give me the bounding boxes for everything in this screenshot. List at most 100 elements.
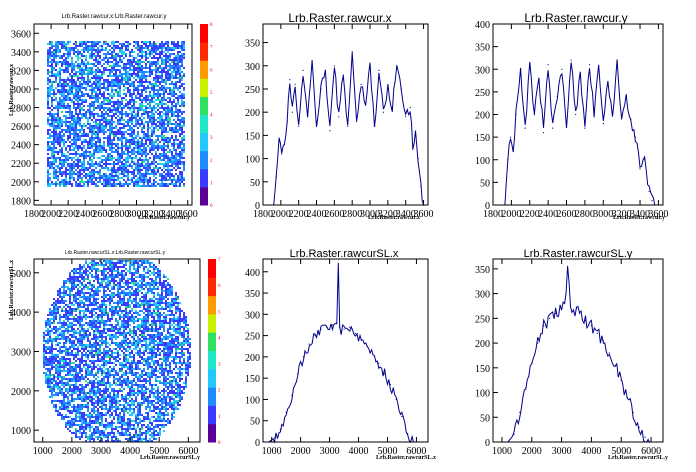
heatmap-cell: [59, 81, 61, 83]
heatmap-cell: [43, 336, 45, 338]
heatmap-cell: [65, 340, 67, 342]
heatmap-cell: [79, 366, 81, 368]
heatmap-cell: [55, 169, 57, 171]
heatmap-cell: [119, 133, 121, 135]
heatmap-cell: [57, 51, 59, 53]
heatmap-cell: [69, 368, 71, 370]
y-tick-label: 1800: [11, 196, 31, 207]
heatmap-cell: [55, 330, 57, 332]
heatmap-cell: [97, 119, 99, 121]
heatmap-cell: [93, 290, 95, 292]
heatmap-cell: [89, 95, 91, 97]
heatmap-cell: [67, 183, 69, 185]
heatmap-cell: [97, 141, 99, 143]
heatmap-cell: [91, 69, 93, 71]
heatmap-cell: [175, 77, 177, 79]
heatmap-cell: [79, 362, 81, 364]
heatmap-cell: [61, 149, 63, 151]
heatmap-cell: [91, 310, 93, 312]
heatmap-cell: [113, 179, 115, 181]
heatmap-cell: [79, 390, 81, 392]
heatmap-cell: [91, 173, 93, 175]
heatmap-cell: [139, 67, 141, 69]
heatmap-cell: [73, 167, 75, 169]
heatmap-cell: [177, 81, 179, 83]
heatmap-cell: [89, 296, 91, 298]
heatmap-cell: [49, 360, 51, 362]
heatmap-cell: [91, 308, 93, 310]
heatmap-cell: [73, 105, 75, 107]
heatmap-cell: [169, 49, 171, 51]
heatmap-cell: [67, 91, 69, 93]
heatmap-cell: [91, 316, 93, 318]
heatmap-cell: [65, 175, 67, 177]
heatmap-cell: [79, 378, 81, 380]
heatmap-cell: [47, 141, 49, 143]
heatmap-cell: [69, 125, 71, 127]
heatmap-cell: [63, 386, 65, 388]
heatmap-cell: [169, 173, 171, 175]
heatmap-cell: [85, 440, 87, 442]
heatmap-cell: [105, 125, 107, 127]
heatmap-cell: [73, 346, 75, 348]
heatmap-cell: [49, 332, 51, 334]
heatmap-cell: [71, 318, 73, 320]
heatmap-cell: [89, 298, 91, 300]
heatmap-cell: [149, 151, 151, 153]
heatmap-cell: [97, 99, 99, 101]
heatmap-cell: [175, 135, 177, 137]
heatmap-cell: [159, 111, 161, 113]
heatmap-cell: [77, 386, 79, 388]
heatmap-cell: [53, 59, 55, 61]
heatmap-cell: [63, 81, 65, 83]
y-tick-label: 50: [480, 178, 490, 189]
heatmap-cell: [117, 167, 119, 169]
heatmap-cell: [51, 141, 53, 143]
heatmap-cell: [137, 111, 139, 113]
heatmap-cell: [67, 105, 69, 107]
heatmap-cell: [129, 59, 131, 61]
heatmap-cell: [179, 141, 181, 143]
heatmap-cell: [141, 139, 143, 141]
heatmap-cell: [55, 73, 57, 75]
heatmap-cell: [103, 149, 105, 151]
heatmap-cell: [77, 49, 79, 51]
heatmap-cell: [183, 143, 185, 145]
heatmap-cell: [155, 83, 157, 85]
heatmap-cell: [165, 67, 167, 69]
heatmap-cell: [177, 61, 179, 63]
heatmap-cell: [173, 101, 175, 103]
heatmap-cell: [77, 79, 79, 81]
heatmap-cell: [155, 63, 157, 65]
heatmap-cell: [107, 57, 109, 59]
heatmap-cell: [125, 161, 127, 163]
heatmap-cell: [83, 366, 85, 368]
heatmap-cell: [101, 125, 103, 127]
heatmap-cell: [153, 179, 155, 181]
heatmap-cell: [77, 123, 79, 125]
heatmap-cell: [163, 157, 165, 159]
heatmap-cell: [85, 125, 87, 127]
heatmap-cell: [121, 167, 123, 169]
heatmap-cell: [97, 185, 99, 187]
data-point: [294, 83, 296, 85]
heatmap-cell: [81, 169, 83, 171]
heatmap-cell: [183, 157, 185, 159]
heatmap-cell: [63, 63, 65, 65]
heatmap-cell: [59, 71, 61, 73]
y-tick-label: 100: [245, 155, 260, 166]
heatmap-cell: [55, 147, 57, 149]
heatmap-cell: [51, 105, 53, 107]
heatmap-cell: [161, 99, 163, 101]
heatmap-cell: [81, 49, 83, 51]
heatmap-cell: [175, 169, 177, 171]
heatmap-cell: [59, 133, 61, 135]
heatmap-cell: [129, 65, 131, 67]
heatmap-cell: [161, 179, 163, 181]
heatmap-cell: [153, 77, 155, 79]
heatmap-cell: [71, 127, 73, 129]
heatmap-cell: [75, 107, 77, 109]
heatmap-cell: [87, 47, 89, 49]
heatmap-cell: [69, 276, 71, 278]
heatmap-cell: [127, 73, 129, 75]
